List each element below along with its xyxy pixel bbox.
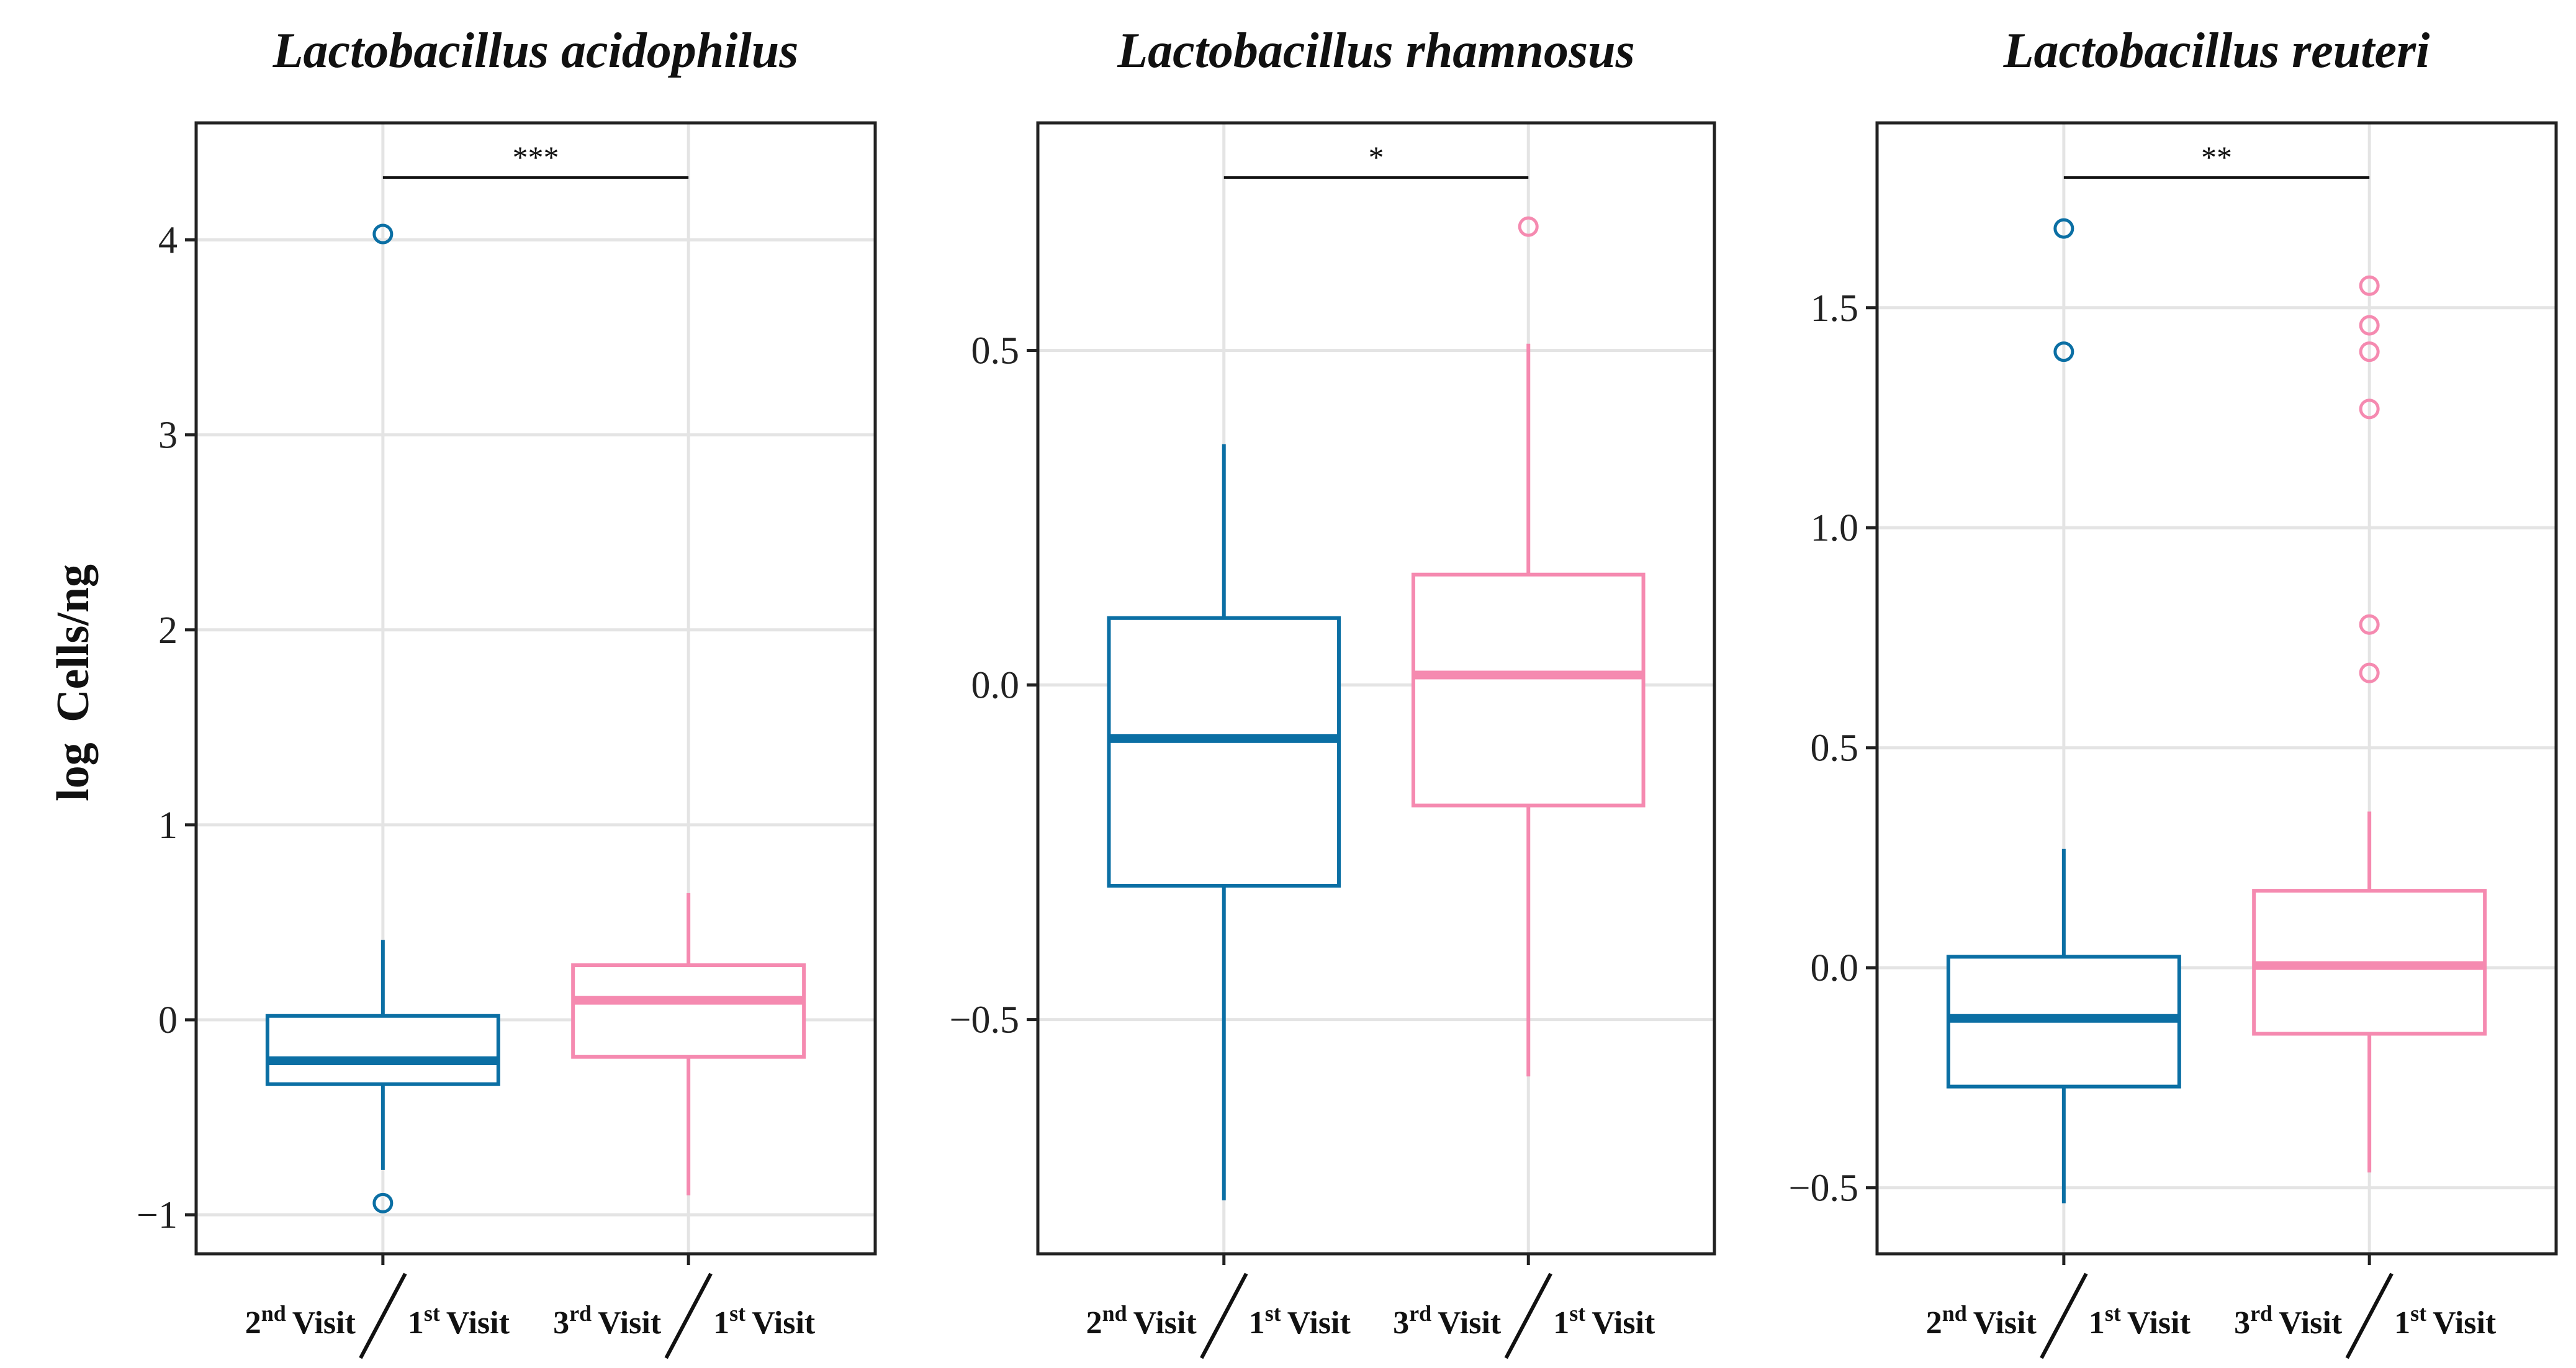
outlier-point xyxy=(2359,398,2380,420)
category-slash xyxy=(1200,1272,1248,1359)
category-slash xyxy=(2345,1272,2394,1359)
y-tick-label: 0.0 xyxy=(971,665,1020,707)
y-tick-label: 4 xyxy=(158,219,178,261)
panel-title: Lactobacillus acidophilus xyxy=(272,24,799,78)
y-tick-label: 0 xyxy=(158,999,178,1042)
y-tick-label: 0.5 xyxy=(1811,727,1859,770)
category-label-numerator: 3rd Visit xyxy=(2234,1301,2343,1341)
outlier-point xyxy=(2359,614,2380,635)
box-body xyxy=(1411,572,1646,808)
category-slash xyxy=(2040,1272,2088,1359)
outlier-point xyxy=(2359,662,2380,683)
category-slash xyxy=(664,1272,713,1359)
y-axis-label-prefix: log xyxy=(48,742,99,801)
box-2 xyxy=(2252,275,2487,1172)
box-2 xyxy=(1411,216,1646,1077)
box-1 xyxy=(1946,218,2181,1204)
category-label-numerator: 3rd Visit xyxy=(553,1301,662,1341)
box-body xyxy=(1107,616,1341,888)
y-tick-label: 1.5 xyxy=(1811,287,1859,330)
panel-frame xyxy=(194,121,877,1256)
category-label-denominator: 1st Visit xyxy=(2089,1301,2191,1341)
y-tick-label: −0.5 xyxy=(1789,1168,1858,1210)
y-axis-label-main: Cells/ng xyxy=(48,564,99,722)
outlier-point xyxy=(2053,341,2074,362)
outlier-point xyxy=(2359,341,2380,362)
category-slash xyxy=(359,1272,407,1359)
box-1 xyxy=(265,223,500,1213)
panel-frame xyxy=(1036,121,1716,1256)
y-tick-label: −1 xyxy=(137,1194,178,1236)
category-label-numerator: 2nd Visit xyxy=(1086,1301,1197,1341)
y-axis-label: log Cells/ng xyxy=(48,564,99,801)
significance-label: * xyxy=(1369,140,1384,174)
y-tick-label: −0.5 xyxy=(950,999,1019,1042)
category-label-numerator: 3rd Visit xyxy=(1393,1301,1502,1341)
box-body xyxy=(571,963,806,1059)
category-label-denominator: 1st Visit xyxy=(1553,1301,1655,1341)
y-tick-label: 2 xyxy=(158,610,178,652)
category-label-numerator: 2nd Visit xyxy=(1926,1301,2037,1341)
category-label-denominator: 1st Visit xyxy=(713,1301,816,1341)
chart-panel-1: Lactobacillus acidophilus *** −1 0 1 2 3 4 2nd Vi… xyxy=(137,24,877,1359)
panel-title: Lactobacillus rhamnosus xyxy=(1117,24,1635,78)
significance-label: ** xyxy=(2201,140,2232,174)
y-tick-label: 3 xyxy=(158,415,178,457)
y-tick-label: 0.5 xyxy=(971,330,1020,372)
box-2 xyxy=(571,893,806,1195)
y-tick-label: 1 xyxy=(158,804,178,847)
category-slash xyxy=(1504,1272,1552,1359)
outlier-point xyxy=(372,1192,394,1213)
y-tick-label: 0.0 xyxy=(1811,947,1859,989)
category-label-denominator: 1st Visit xyxy=(2394,1301,2497,1341)
category-label-denominator: 1st Visit xyxy=(408,1301,510,1341)
panel-frame xyxy=(1875,121,2558,1256)
outlier-point xyxy=(2359,315,2380,336)
box-1 xyxy=(1107,444,1341,1200)
outlier-point xyxy=(2053,218,2074,239)
outlier-point xyxy=(372,223,394,245)
outlier-point xyxy=(1518,216,1539,237)
chart-panel-3: Lactobacillus reuteri ** −0.5 0.0 0.5 1.0 1.5 2… xyxy=(1789,24,2558,1359)
panel-title: Lactobacillus reuteri xyxy=(2003,24,2430,78)
category-label-denominator: 1st Visit xyxy=(1249,1301,1351,1341)
box-body xyxy=(265,1014,500,1086)
category-label-numerator: 2nd Visit xyxy=(245,1301,356,1341)
y-tick-label: 1.0 xyxy=(1811,507,1859,549)
significance-label: *** xyxy=(513,140,559,174)
chart-panel-2: Lactobacillus rhamnosus * −0.5 0.0 0.5 2nd Vis… xyxy=(950,24,1716,1359)
outlier-point xyxy=(2359,275,2380,296)
